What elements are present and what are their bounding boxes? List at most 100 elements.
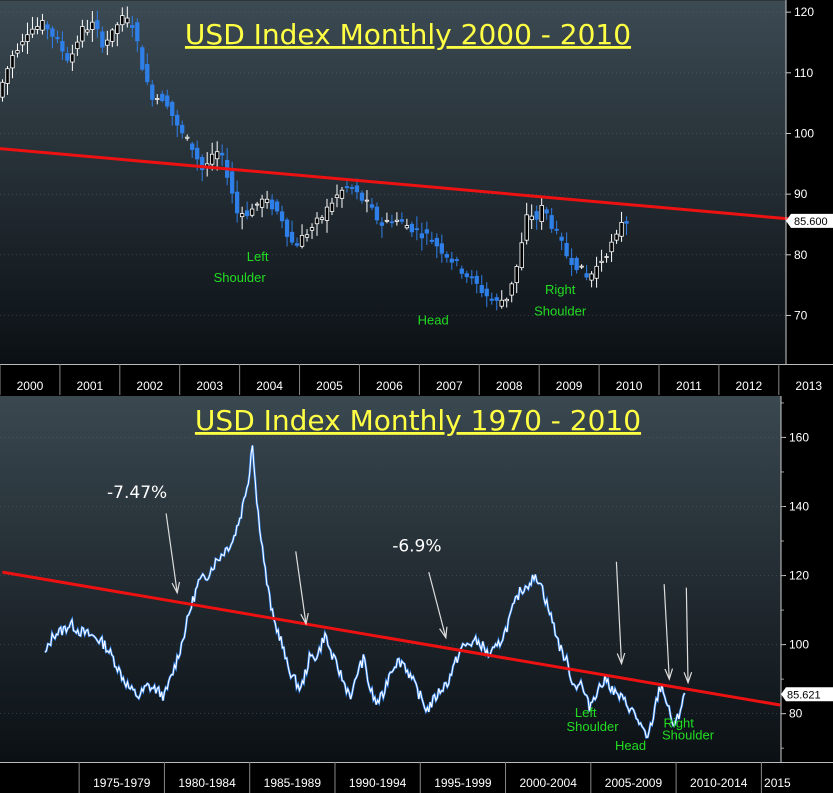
candle-body: [85, 29, 90, 33]
candle-body: [105, 39, 110, 46]
candle-body: [594, 265, 599, 279]
candle-body: [100, 31, 105, 48]
candle-body: [289, 231, 295, 243]
pattern-annotation: Left: [247, 249, 269, 264]
pointer-arrow: [295, 551, 309, 626]
candle-body: [125, 17, 130, 24]
candle-body: [120, 15, 125, 26]
candle-body: [20, 41, 25, 46]
candle-body: [150, 84, 155, 100]
candle-body: [264, 198, 270, 203]
candle-body: [519, 242, 524, 269]
x-tick-label: 1985-1989: [264, 776, 322, 790]
candle-body: [624, 221, 629, 224]
candle-body: [239, 213, 245, 218]
chart-panel-2000-2010: 120 110 100 90 80 70 2000 2001 2002 2003 2004 2005…: [0, 0, 833, 395]
last-value-tag: [786, 213, 833, 228]
candle-body: [394, 219, 400, 222]
candle-body: [599, 260, 604, 263]
candle-body: [140, 47, 145, 70]
candle-body: [244, 210, 250, 217]
x-tick-label: 2005: [316, 379, 343, 393]
candle-body: [110, 29, 115, 42]
candle-body: [564, 242, 569, 257]
candle-body: [509, 283, 514, 296]
x-tick-label: 2003: [196, 379, 223, 393]
candle-body: [544, 209, 549, 214]
x-tick-label: 1990-1994: [349, 776, 407, 790]
candle-body: [195, 147, 200, 160]
percent-label: -6.9%: [392, 536, 441, 556]
candle-body: [499, 299, 504, 307]
pointer-arrow: [428, 571, 448, 640]
x-tick-label: 2005-2009: [605, 776, 663, 790]
candle-body: [379, 222, 385, 226]
candle-body: [229, 171, 235, 194]
candle-body: [389, 221, 395, 224]
candle-body: [409, 223, 415, 233]
candle-body: [404, 225, 410, 229]
y-tick-label: 80: [789, 707, 803, 721]
candle-body: [579, 265, 584, 268]
candle-body: [215, 151, 220, 160]
candle-body: [15, 50, 20, 54]
candle-body: [474, 275, 479, 284]
candle-body: [160, 93, 165, 101]
chart-panel-1970-2010: 160 140 120 100 80 1975-1979 1980-1984 1985-19…: [0, 396, 833, 793]
x-tick-label: 2002: [136, 379, 163, 393]
candle-body: [414, 228, 420, 231]
last-value-label: 85.621: [787, 689, 821, 701]
plot-background: [0, 0, 786, 364]
candle-body: [115, 24, 120, 34]
candle-body: [279, 211, 285, 222]
x-tick-label: 2001: [77, 379, 104, 393]
candle-body: [10, 55, 15, 69]
candle-body: [145, 63, 150, 83]
candle-body: [449, 258, 454, 263]
candle-body: [30, 28, 35, 35]
candle-body: [220, 152, 225, 156]
y-tick-label: 100: [794, 126, 814, 140]
candle-body: [399, 219, 405, 222]
pattern-annotation: Head: [418, 313, 449, 328]
usd-index-line: [44, 445, 686, 739]
x-tick-label: 2007: [436, 379, 463, 393]
candle-body: [130, 25, 135, 29]
candle-body: [384, 219, 390, 222]
candle-body: [469, 276, 474, 279]
candle-body: [25, 34, 30, 42]
x-tick-label: 2008: [496, 379, 523, 393]
candle-body: [614, 233, 619, 241]
candle-body: [374, 206, 380, 221]
pattern-annotation: Shoulder: [214, 270, 267, 285]
candle-body: [329, 202, 335, 212]
pointer-arrow: [165, 513, 181, 595]
y-tick-label: 140: [789, 499, 809, 513]
pattern-annotation: Head: [615, 738, 646, 753]
candle-body: [60, 41, 65, 52]
candle-body: [90, 21, 95, 30]
candle-body: [489, 298, 494, 301]
candle-body: [0, 81, 5, 98]
candle-body: [314, 217, 320, 225]
pattern-annotation: Left: [575, 705, 597, 720]
candle-body: [554, 228, 559, 231]
pattern-annotation: Right: [663, 715, 694, 730]
candle-body: [185, 136, 190, 139]
pattern-annotation: Right: [545, 282, 576, 297]
x-tick-label: 2000: [17, 379, 44, 393]
candle-body: [429, 239, 434, 242]
trendline: [0, 147, 791, 221]
candle-body: [269, 199, 275, 210]
candle-body: [294, 243, 300, 246]
candle-body: [200, 157, 205, 171]
candle-body: [254, 203, 260, 206]
plot-background: [0, 396, 781, 762]
candle-body: [180, 124, 185, 134]
candle-body: [569, 257, 574, 265]
candle-body: [619, 222, 624, 237]
pattern-annotation: Shoulder: [567, 719, 620, 734]
candle-body: [344, 186, 350, 189]
last-value-label: 85.600: [794, 216, 828, 228]
candle-body: [339, 189, 345, 199]
